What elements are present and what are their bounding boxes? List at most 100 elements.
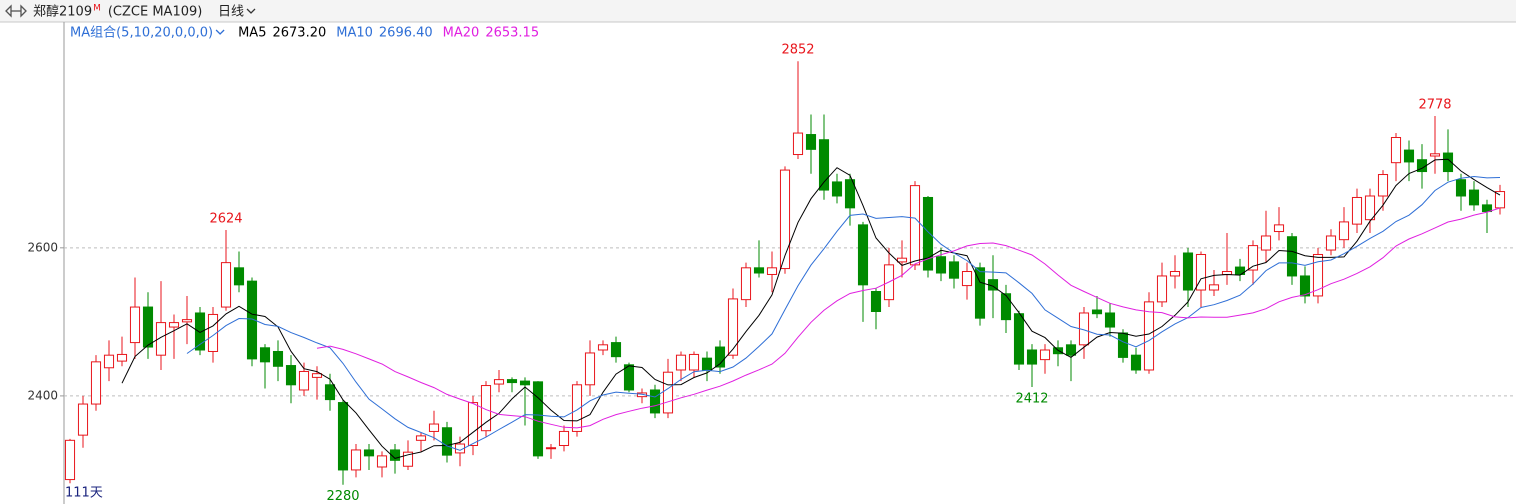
ma-legend-value: 2653.15 (485, 26, 539, 41)
candle-body (519, 380, 531, 386)
low-label: 2412 (1015, 392, 1048, 407)
candle-body (831, 181, 843, 197)
candle-body (545, 447, 557, 450)
candle-body (220, 262, 232, 308)
candle-body (1442, 152, 1454, 173)
candle-body (649, 389, 661, 414)
candle-body (1286, 236, 1298, 277)
candle-body (1169, 271, 1181, 277)
candle-body (1026, 349, 1038, 365)
candle-body (727, 298, 739, 356)
candle-body (922, 196, 934, 271)
candle-body (961, 271, 973, 287)
candle-body (1273, 224, 1285, 233)
candle-body (896, 257, 908, 263)
candle-body (1312, 253, 1324, 297)
instrument-code: (CZCE MA109) (108, 5, 202, 20)
candle-body (363, 449, 375, 457)
candle-body (1000, 293, 1012, 321)
candle-body (90, 361, 102, 405)
link-icon[interactable] (5, 4, 27, 18)
candle-body (1156, 275, 1168, 303)
candle-body (77, 403, 89, 436)
ma-line (316, 207, 1501, 429)
candle-body (233, 267, 245, 286)
candle-body (168, 322, 180, 328)
candle-body (1429, 153, 1441, 157)
candle-body (1390, 137, 1402, 164)
candle-body (701, 357, 713, 371)
candle-body (1377, 174, 1389, 197)
candle-body (103, 354, 115, 369)
ma-selector[interactable]: MA组合(5,10,20,0,0,0) (70, 26, 213, 41)
candle-body (1494, 191, 1506, 209)
candle-body (623, 364, 635, 391)
candle-body (805, 134, 817, 150)
candle-body (792, 132, 804, 156)
candle-body (467, 402, 479, 447)
high-label: 2624 (209, 212, 242, 227)
candle-body (558, 430, 570, 447)
candle-body (259, 347, 271, 363)
candle-body (1247, 245, 1259, 271)
candle-body (662, 371, 674, 414)
high-label: 2778 (1418, 98, 1451, 113)
candle-body (194, 312, 206, 351)
candle-body (441, 427, 453, 456)
low-label: 2280 (326, 489, 359, 504)
candle-body (337, 402, 349, 471)
candle-body (584, 352, 596, 386)
ma-legend-name: MA10 (336, 26, 373, 41)
candle-body (129, 306, 141, 344)
dropdown-chevron[interactable] (215, 29, 225, 35)
candle-body (428, 423, 440, 432)
candle-body (1130, 354, 1142, 371)
candle-body (64, 439, 76, 481)
candle-body (493, 379, 505, 385)
candle-body (285, 365, 297, 386)
ma-legend-value: 2673.20 (272, 26, 326, 41)
candle-body (1351, 196, 1363, 225)
candle-body (1065, 344, 1077, 356)
dropdown-chevron[interactable] (246, 8, 256, 14)
candle-body (909, 185, 921, 266)
ma-line (186, 175, 1501, 451)
candle-body (1260, 235, 1272, 251)
candle-body (1455, 179, 1467, 197)
candle-body (870, 291, 882, 312)
candle-body (246, 280, 258, 360)
instrument-name: 郑醇2109 (33, 4, 92, 20)
candle-body (844, 179, 856, 209)
candle-body (1338, 221, 1350, 241)
candle-body (1182, 252, 1194, 291)
candle-body (389, 449, 401, 461)
candle-body (1104, 312, 1116, 328)
candle-body (350, 449, 362, 471)
y-tick-label: 2400 (27, 388, 58, 402)
candle-body (753, 267, 765, 274)
candle-body (779, 169, 791, 270)
candle-body (857, 224, 869, 286)
candle-body (207, 313, 219, 352)
day-count: 111天 (65, 486, 103, 501)
candle-body (740, 267, 752, 301)
candle-body (376, 455, 388, 468)
candle-body (402, 451, 414, 467)
title-superscript: M (93, 4, 101, 14)
candle-body (1481, 204, 1493, 213)
candle-body (1234, 266, 1246, 275)
candle-body (818, 139, 830, 191)
candle-body (948, 261, 960, 279)
ma-line (121, 158, 1501, 459)
candle-body (974, 267, 986, 319)
candle-body (1117, 332, 1129, 358)
candle-body (1299, 275, 1311, 297)
period-selector[interactable]: 日线 (218, 5, 244, 20)
candle-body (1039, 349, 1051, 361)
candle-body (1195, 253, 1207, 291)
candle-body (142, 306, 154, 348)
candle-body (324, 384, 336, 401)
candle-body (1403, 149, 1415, 163)
candle-body (675, 354, 687, 371)
